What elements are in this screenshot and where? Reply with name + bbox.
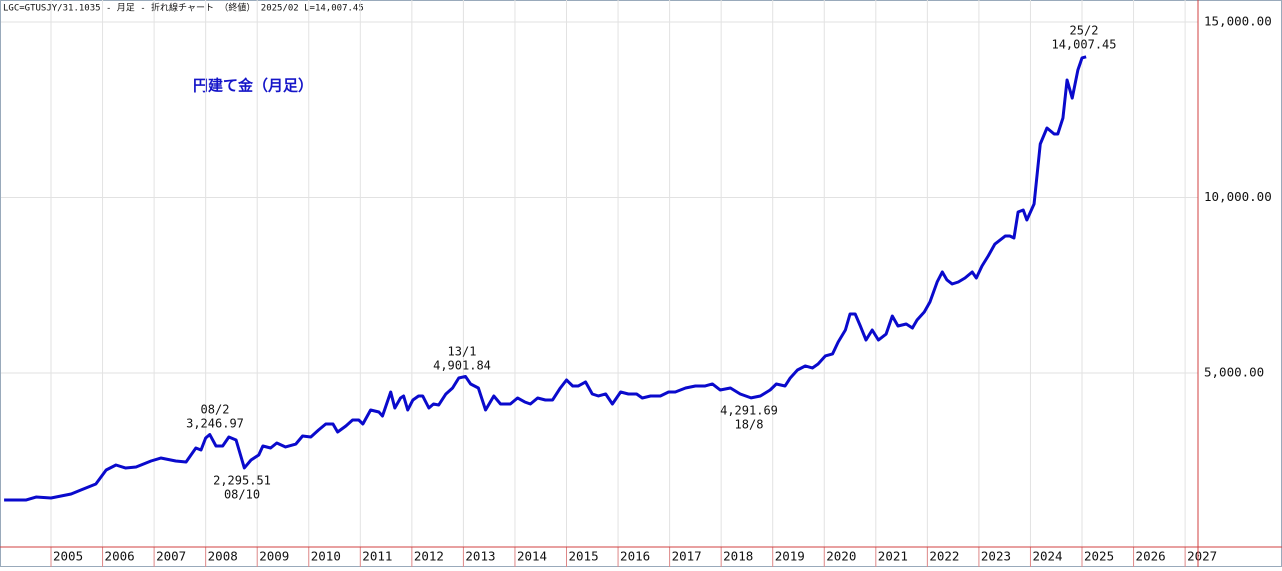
price-line [4,55,1087,502]
x-tick-label: 2011 [362,549,392,564]
annotation: 4,901.84 [433,359,491,373]
annotation: 08/10 [224,488,260,502]
x-tick-label: 2010 [311,549,341,564]
x-tick-label: 2017 [672,549,702,564]
x-tick-label: 2018 [723,549,753,564]
x-tick-label: 2015 [569,549,599,564]
y-tick-label: 15,000.00 [1204,14,1272,29]
x-tick-label: 2013 [465,549,495,564]
x-tick-label: 2022 [929,549,959,564]
x-tick-label: 2005 [53,549,83,564]
x-tick-label: 2019 [775,549,805,564]
annotation: 18/8 [735,418,764,432]
x-tick-label: 2016 [620,549,650,564]
y-tick-label: 5,000.00 [1204,365,1264,380]
x-tick-label: 2020 [826,549,856,564]
annotation: 3,246.97 [186,417,244,431]
y-tick-label: 10,000.00 [1204,189,1272,204]
annotation: 2,295.51 [213,474,271,488]
x-tick-label: 2023 [981,549,1011,564]
x-tick-label: 2026 [1136,549,1166,564]
x-tick-label: 2008 [208,549,238,564]
x-tick-label: 2027 [1187,549,1217,564]
x-tick-label: 2012 [414,549,444,564]
x-tick-label: 2025 [1084,549,1114,564]
x-tick-label: 2024 [1032,549,1062,564]
x-tick-label: 2014 [517,549,547,564]
annotation: 4,291.69 [720,404,778,418]
x-tick-label: 2021 [878,549,908,564]
annotation: 13/1 [448,345,477,359]
annotation: 08/2 [201,403,230,417]
x-tick-label: 2009 [259,549,289,564]
chart-subtitle: LGC=GTUSJY/31.1035 - 月足 - 折れ線チャート （終値） 2… [3,2,364,14]
annotation: 25/2 [1070,24,1099,38]
x-tick-label: 2006 [105,549,135,564]
annotation: 14,007.45 [1051,38,1116,52]
x-tick-label: 2007 [156,549,186,564]
chart-title: 円建て金（月足） [193,77,313,95]
